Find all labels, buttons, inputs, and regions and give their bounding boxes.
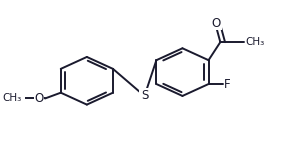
Text: CH₃: CH₃ <box>2 93 21 104</box>
Text: S: S <box>141 89 148 102</box>
Text: CH₃: CH₃ <box>245 37 264 47</box>
Text: O: O <box>35 92 44 105</box>
Text: O: O <box>212 17 221 30</box>
Text: F: F <box>224 78 231 91</box>
